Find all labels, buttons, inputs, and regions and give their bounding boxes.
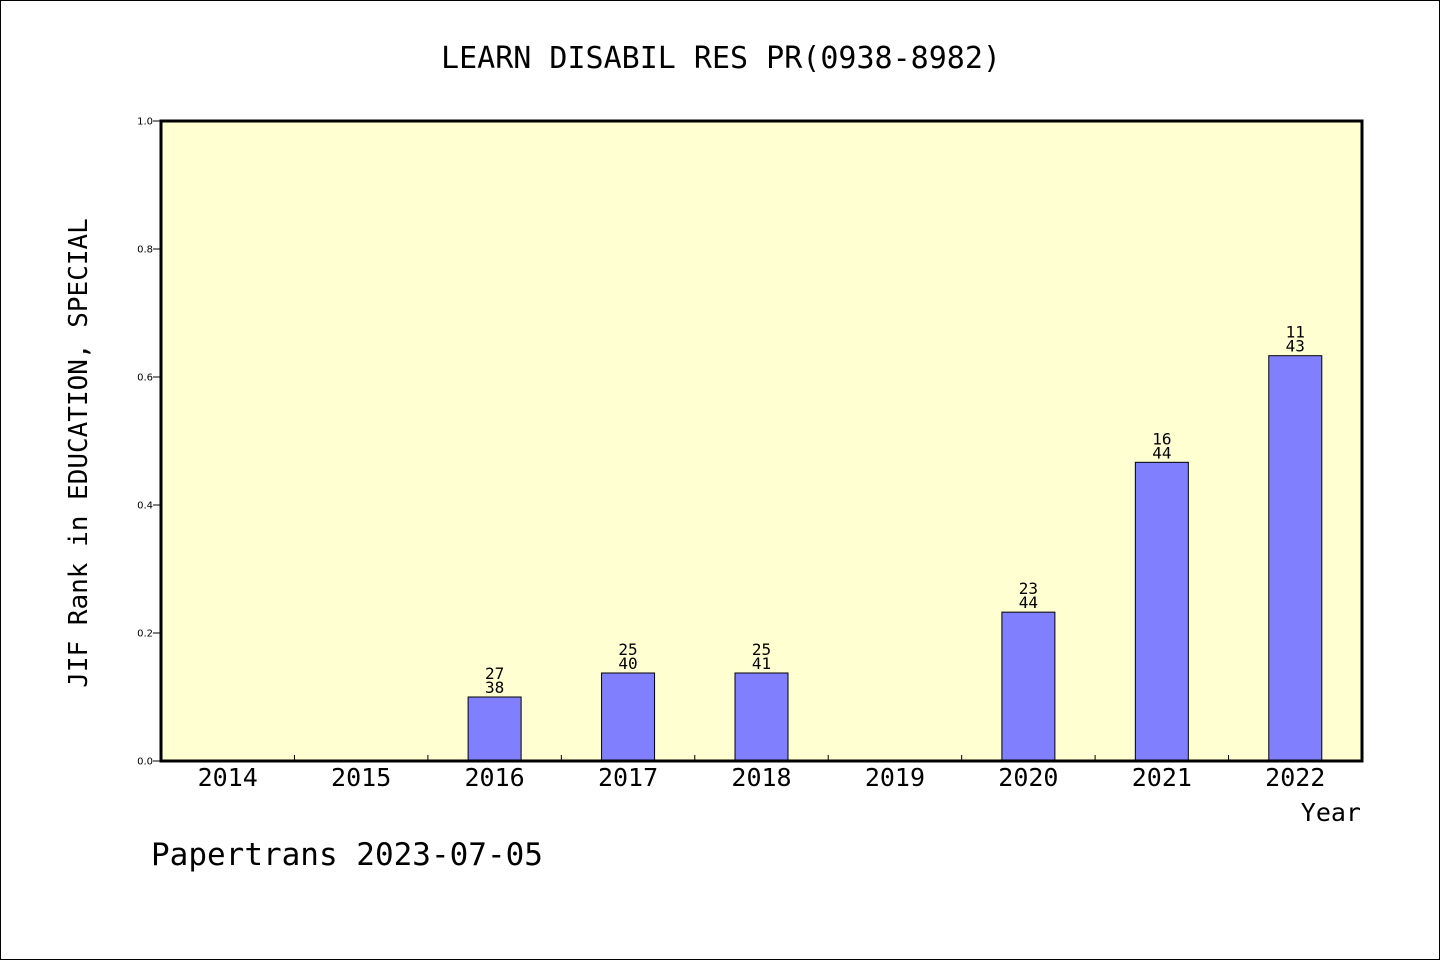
y-tick-label: 1.0 — [137, 117, 153, 128]
x-axis-label: Year — [1301, 798, 1361, 827]
data-label-total: 44 — [1019, 593, 1038, 612]
y-axis-ticks: 0.0 0.2 0.4 0.6 0.8 1.0 — [137, 117, 161, 768]
y-tick-label: 0.4 — [137, 501, 153, 512]
x-category-label: 2020 — [998, 763, 1058, 792]
bar-2021 — [1134, 461, 1189, 762]
footer-stamp: Papertrans 2023-07-05 — [151, 837, 543, 873]
x-category-label: 2014 — [198, 763, 258, 792]
data-label-total: 43 — [1286, 337, 1305, 356]
x-category-label: 2022 — [1265, 763, 1325, 792]
x-category-label: 2017 — [598, 763, 658, 792]
bar-2016 — [467, 696, 522, 762]
y-tick-label: 0.2 — [137, 629, 153, 640]
data-label-total: 38 — [485, 678, 504, 697]
bar-2017 — [601, 672, 656, 762]
x-category-label: 2019 — [865, 763, 925, 792]
data-label-total: 44 — [1152, 443, 1171, 462]
data-label-rank: 11 — [1286, 323, 1305, 342]
bar-2018 — [734, 672, 789, 762]
y-tick-label: 0.8 — [137, 245, 153, 256]
x-axis-categories: 2014 2015 2016 2017 2018 2019 2020 2021 2022 — [198, 755, 1325, 792]
data-label-rank: 25 — [752, 640, 771, 659]
data-label-total: 41 — [752, 654, 771, 673]
chart-title: LEARN DISABIL RES PR(0938-8982) — [441, 41, 1001, 76]
y-tick-label: 0.0 — [137, 757, 153, 768]
y-axis-label: JIF Rank in EDUCATION, SPECIAL — [64, 218, 94, 688]
bar-2022 — [1268, 355, 1323, 762]
x-category-label: 2021 — [1132, 763, 1192, 792]
bar-2020 — [1001, 611, 1056, 762]
x-category-label: 2016 — [465, 763, 525, 792]
y-tick-label: 0.6 — [137, 373, 153, 384]
data-label-rank: 27 — [485, 664, 504, 683]
data-label-rank: 16 — [1152, 429, 1171, 448]
data-label-rank: 23 — [1019, 579, 1038, 598]
plot-border — [159, 119, 1364, 763]
data-label-rank: 25 — [618, 640, 637, 659]
x-category-label: 2018 — [731, 763, 791, 792]
data-label-total: 40 — [618, 654, 637, 673]
bars — [467, 355, 1323, 762]
x-category-label: 2015 — [331, 763, 391, 792]
